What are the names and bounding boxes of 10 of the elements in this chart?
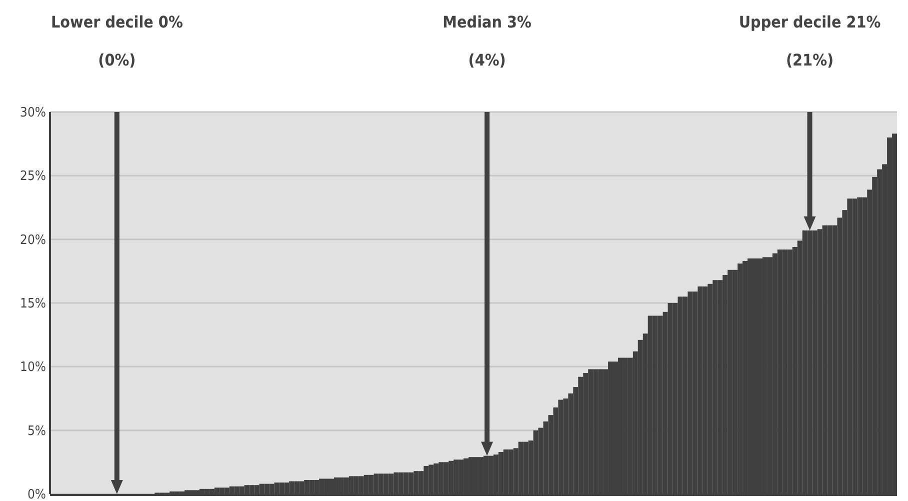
y-tick-label: 15% (20, 296, 46, 312)
y-tick-label: 20% (20, 232, 46, 248)
text: Median 3% (4%) (442, 12, 532, 70)
y-tick-label: 5% (27, 424, 46, 439)
y-tick-label: 30% (20, 106, 46, 121)
text: Upper decile 21% (21%) (738, 12, 881, 70)
y-tick-label: 0% (27, 488, 46, 501)
y-tick-label: 10% (20, 360, 46, 376)
y-tick-label: 25% (20, 169, 46, 184)
text: Lower decile 0% (0%) (50, 12, 183, 70)
